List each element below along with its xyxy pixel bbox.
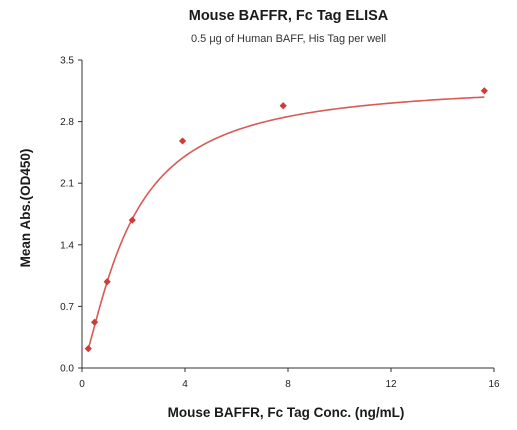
chart-subtitle: 0.5 μg of Human BAFF, His Tag per well (190, 33, 387, 45)
x-axis-ticks: 0 4 8 12 16 (79, 368, 500, 390)
y-axis-ticks: 0.0 0.7 1.4 2.1 2.8 3.5 (60, 56, 82, 375)
data-point (84, 345, 92, 353)
fit-curve (87, 96, 485, 350)
x-tick-label: 4 (182, 379, 188, 390)
data-point (90, 318, 99, 326)
x-tick-label: 12 (385, 379, 397, 390)
data-point (480, 87, 488, 95)
data-point (178, 137, 187, 145)
y-tick-label: 2.1 (60, 179, 74, 190)
data-point (279, 102, 287, 110)
chart-title: Mouse BAFFR, Fc Tag ELISA (188, 8, 389, 24)
data-point (128, 216, 136, 224)
axes (81, 60, 494, 369)
x-tick-label: 0 (79, 379, 85, 390)
x-tick-label: 16 (488, 379, 500, 390)
y-tick-label: 0.7 (60, 302, 74, 313)
x-axis-title: Mouse BAFFR, Fc Tag Conc. (ng/mL) (168, 405, 405, 420)
x-tick-label: 8 (285, 379, 291, 390)
y-tick-label: 3.5 (60, 56, 74, 67)
y-tick-label: 2.8 (60, 117, 74, 128)
data-points (84, 87, 488, 353)
y-axis-title: Mean Abs.(OD450) (18, 149, 33, 268)
data-point (103, 278, 111, 286)
y-tick-label: 1.4 (60, 240, 74, 251)
y-tick-label: 0.0 (60, 364, 74, 375)
